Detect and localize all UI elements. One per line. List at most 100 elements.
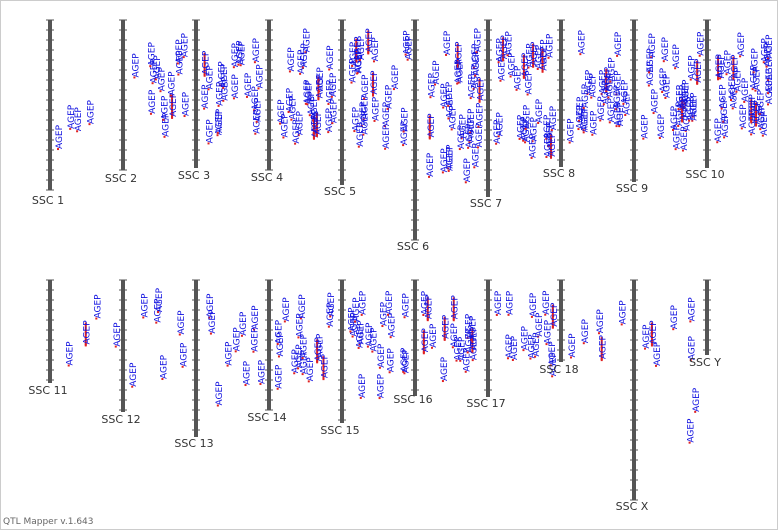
qtl-marker <box>475 51 478 54</box>
qtl-label: AGEP <box>622 90 632 115</box>
qtl-marker <box>84 343 87 346</box>
qtl-label: AGEP <box>288 95 298 120</box>
qtl-label: AGEP <box>719 84 729 109</box>
qtl-label: AGEP <box>327 292 337 317</box>
qtl-label: AGEP <box>251 86 261 111</box>
qtl-marker <box>402 370 405 373</box>
qtl-marker <box>177 73 180 76</box>
qtl-label: AGEP <box>661 37 671 62</box>
qtl-marker <box>527 66 530 69</box>
qtl-label: AGEP <box>66 341 76 366</box>
qtl-marker <box>151 82 154 85</box>
chromosome <box>559 280 563 362</box>
qtl-label: AGEP <box>678 84 688 109</box>
qtl-label: AGEP <box>296 111 306 136</box>
qtl-label: AGEP <box>315 333 325 358</box>
qtl-label: AGEP <box>201 84 211 109</box>
qtl-marker <box>232 66 235 69</box>
chromosome <box>705 20 709 168</box>
qtl-label: AGEP <box>761 38 771 63</box>
qtl-marker <box>466 336 469 339</box>
qtl-label: AGEP <box>525 70 535 95</box>
qtl-marker <box>497 135 500 138</box>
qtl-label: AGEP <box>155 287 165 312</box>
qtl-label: AGEP <box>377 373 387 398</box>
qtl-marker <box>171 115 174 118</box>
qtl-label: AGEP <box>314 337 324 362</box>
qtl-marker <box>95 317 98 320</box>
qtl-label: AGEP <box>599 69 609 94</box>
qtl-marker <box>582 342 585 345</box>
qtl-marker <box>351 335 354 338</box>
qtl-marker <box>758 113 761 116</box>
qtl-marker <box>618 125 621 128</box>
qtl-marker <box>429 96 432 99</box>
qtl-label: AGEP <box>529 292 539 317</box>
chromosome-label: SSC 3 <box>178 169 210 182</box>
qtl-marker <box>536 67 539 70</box>
qtl-label: AGEP <box>720 97 730 122</box>
qtl-label: AGEP <box>459 114 469 139</box>
qtl-label: AGEP <box>445 144 455 169</box>
qtl-label: AGEP <box>657 113 667 138</box>
qtl-label: AGEP <box>320 353 330 378</box>
qtl-marker <box>661 90 664 93</box>
qtl-marker <box>608 121 611 124</box>
qtl-label: AGEP <box>440 356 450 381</box>
chromosome <box>267 20 271 170</box>
qtl-marker <box>495 313 498 316</box>
qtl-marker <box>451 346 454 349</box>
chromosome-label: SSC 12 <box>101 413 140 426</box>
qtl-label: AGEP <box>382 101 392 126</box>
qtl-label: AGEP <box>298 294 308 319</box>
qtl-label: AGEP <box>682 79 692 104</box>
qtl-label: AGEP <box>714 118 724 143</box>
qtl-marker <box>183 115 186 118</box>
qtl-label: AGEP <box>429 323 439 348</box>
qtl-label: AGEP <box>646 61 656 86</box>
qtl-marker <box>767 103 769 106</box>
qtl-label: AGEP <box>477 76 487 101</box>
qtl-marker <box>360 313 363 316</box>
chromosome <box>121 280 125 412</box>
qtl-label: AGEP <box>469 326 479 351</box>
qtl-marker <box>615 93 618 96</box>
qtl-label: AGEP <box>325 79 335 104</box>
qtl-label: AGEP <box>282 297 292 322</box>
qtl-marker <box>495 142 498 145</box>
qtl-marker <box>441 171 444 174</box>
qtl-marker <box>522 349 525 352</box>
qtl-marker <box>602 103 605 106</box>
qtl-marker <box>149 112 152 115</box>
qtl-label: AGEP <box>257 359 267 384</box>
qtl-label: AGEP <box>457 124 467 149</box>
qtl-marker <box>162 118 165 121</box>
qtl-label: AGEP <box>215 108 225 133</box>
qtl-label: AGEP <box>748 94 758 119</box>
qtl-marker <box>615 108 618 111</box>
qtl-marker <box>203 107 206 110</box>
qtl-label: AGEP <box>352 297 362 322</box>
qtl-marker <box>312 119 315 122</box>
qtl-marker <box>658 136 661 139</box>
qtl-marker <box>253 109 256 112</box>
qtl-label: AGEP <box>440 148 450 173</box>
qtl-marker <box>163 135 166 138</box>
qtl-label: AGEP <box>239 311 249 336</box>
qtl-marker <box>182 56 185 59</box>
qtl-label: AGEP <box>659 67 669 92</box>
qtl-label: AGEP <box>465 123 475 148</box>
qtl-label: AGEP <box>150 59 160 84</box>
qtl-marker <box>216 134 219 137</box>
qtl-marker <box>743 100 746 103</box>
qtl-marker <box>426 318 429 321</box>
qtl-marker <box>464 370 467 373</box>
qtl-label: AGEP <box>357 35 367 60</box>
qtl-label: AGEP <box>177 310 187 335</box>
qtl-marker <box>306 103 309 106</box>
qtl-marker <box>422 351 425 354</box>
qtl-label: AGEP <box>675 101 685 126</box>
qtl-label: AGEP <box>325 107 335 132</box>
qtl-label: AGEP <box>753 100 763 125</box>
qtl-label: AGEP <box>449 105 459 130</box>
